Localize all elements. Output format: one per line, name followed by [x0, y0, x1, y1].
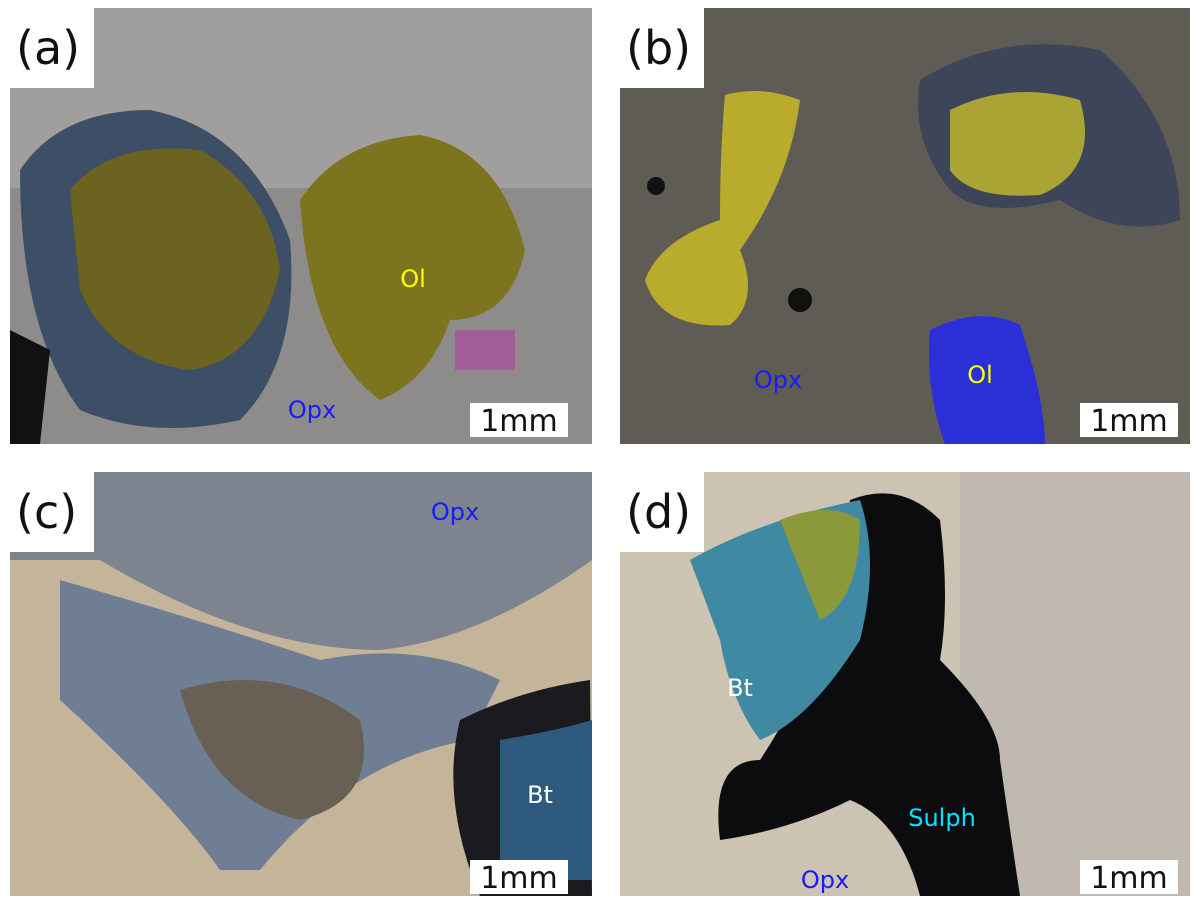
micrograph-c [10, 472, 592, 896]
panel-label: (d) [626, 485, 691, 539]
mineral-annotation: Opx [801, 866, 849, 894]
mineral-annotation: Sulph [908, 804, 976, 832]
mineral-annotation: Opx [431, 498, 479, 526]
scale-label: 1mm [480, 404, 558, 439]
mineral-annotation: Ol [967, 361, 993, 389]
micrograph-b [620, 8, 1190, 444]
panel-label: (b) [626, 21, 691, 75]
micrograph-a [10, 8, 592, 444]
mineral-annotation: Opx [754, 366, 802, 394]
figure: (a) (b) (c) (d) 1mm 1mm 1mm 1mm Ol Opx Opx… [0, 0, 1197, 904]
mineral-annotation: Bt [727, 674, 753, 702]
panel-label: (a) [16, 21, 80, 75]
mineral-annotation: Opx [288, 396, 336, 424]
scale-label: 1mm [480, 861, 558, 896]
scale-label: 1mm [1090, 404, 1168, 439]
micrograph-d [620, 472, 1190, 896]
mineral-annotation: Ol [400, 265, 426, 293]
scale-label: 1mm [1090, 861, 1168, 896]
panel-label: (c) [16, 485, 77, 539]
mineral-annotation: Bt [527, 781, 553, 809]
